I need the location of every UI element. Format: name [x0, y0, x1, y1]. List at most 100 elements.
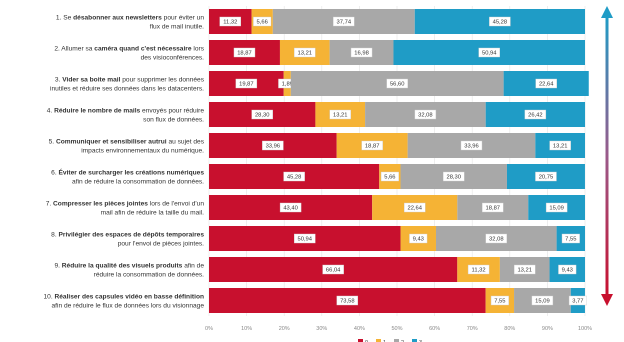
- category-label: 2. Allumer sa caméra quand c'est nécessa…: [54, 46, 204, 53]
- category-label: des visioconférences.: [141, 55, 205, 62]
- category-label: son flux de données.: [143, 117, 204, 124]
- category-label: 7. Compresser les pièces jointes lors de…: [46, 201, 205, 208]
- legend-swatch: [394, 339, 399, 342]
- data-label-box: [336, 295, 359, 306]
- category-label: pour l'envoi de pièces jointes.: [118, 241, 204, 248]
- data-label: 20,75: [539, 175, 554, 181]
- data-label-box: [549, 140, 571, 151]
- data-label: 15,09: [549, 206, 564, 212]
- data-label: 5,66: [384, 175, 395, 181]
- data-label-box: [478, 47, 500, 58]
- data-label-box: [386, 78, 408, 89]
- category-label-run: Privilégier des espaces de dépôts tempor…: [59, 232, 205, 239]
- x-tick-label: 30%: [316, 326, 327, 332]
- category-label: 9. Réduire la qualité des visuels produi…: [54, 263, 204, 270]
- data-label-box: [489, 16, 511, 27]
- data-label: 28,30: [446, 175, 461, 181]
- x-tick-label: 90%: [542, 326, 553, 332]
- data-label: 13,21: [553, 144, 568, 150]
- category-label-run: caméra quand c'est nécessaire: [94, 46, 192, 53]
- category-label-run: 1. Se: [56, 15, 73, 22]
- category-label-run: 6.: [51, 170, 58, 177]
- category-label-run: lors de l'envoi d'un: [148, 201, 204, 208]
- data-label: 9,43: [413, 237, 424, 243]
- data-label: 15,09: [535, 299, 550, 305]
- data-label-box: [535, 171, 557, 182]
- category-label-run: 4.: [47, 108, 54, 115]
- category-label-run: Réduire la qualité des visuels produits: [62, 263, 183, 270]
- data-label-box: [485, 233, 508, 244]
- data-label: 33,96: [266, 144, 281, 150]
- category-label: 10. Réaliser des capsules vidéo en basse…: [43, 294, 204, 301]
- category-label-run: désabonner aux newsletters: [73, 15, 162, 22]
- category-label-run: Communiquer et sensibiliser autrui: [56, 139, 167, 146]
- category-label-run: 9.: [54, 263, 61, 270]
- category-label-run: envoyés pour réduire: [140, 108, 204, 115]
- data-label: 7,55: [565, 237, 576, 243]
- data-label: 33,96: [464, 144, 479, 150]
- data-label: 18,87: [237, 51, 252, 57]
- data-label: 18,87: [486, 206, 501, 212]
- data-label: 50,94: [298, 237, 313, 243]
- category-label-run: Réaliser des capsules vidéo en basse déf…: [54, 294, 204, 301]
- category-label-run: mail afin de réduire la taille du mail.: [101, 210, 205, 217]
- category-label: inutiles et réduire ses données dans les…: [50, 86, 204, 93]
- data-label: 45,28: [287, 175, 302, 181]
- data-label: 66,04: [326, 268, 341, 274]
- data-label: 18,87: [365, 144, 380, 150]
- legend-label: 0: [365, 340, 368, 342]
- category-label-run: son flux de données.: [143, 117, 204, 124]
- data-label-box: [251, 109, 273, 120]
- data-label-box: [545, 202, 568, 213]
- data-label: 43,40: [283, 206, 298, 212]
- data-label-box: [380, 171, 399, 182]
- x-tick-label: 50%: [391, 326, 402, 332]
- data-label-box: [294, 233, 316, 244]
- data-label: 37,74: [337, 20, 352, 26]
- category-label-run: des visioconférences.: [141, 55, 205, 62]
- data-label-box: [467, 264, 490, 275]
- category-label-run: 5.: [49, 139, 56, 146]
- category-label: 8. Privilégier des espaces de dépôts tem…: [51, 232, 204, 239]
- category-label-run: flux de mail inutile.: [150, 24, 204, 31]
- category-label-run: 3.: [55, 77, 62, 84]
- legend-label: 1: [383, 340, 386, 342]
- data-label-box: [409, 233, 428, 244]
- x-tick-label: 70%: [467, 326, 478, 332]
- x-axis-ticks: 0% 10% 20% 30% 40% 50% 60% 70% 80% 90% 100%: [205, 326, 592, 332]
- data-label: 13,21: [517, 268, 532, 274]
- data-label-box: [531, 295, 554, 306]
- data-label: 3,77: [572, 299, 583, 305]
- data-label: 26,42: [528, 113, 543, 119]
- data-label: 56,60: [390, 82, 405, 88]
- category-label: afin de réduire le flux de données lors …: [52, 303, 205, 310]
- data-label: 13,21: [333, 113, 348, 119]
- data-label: 9,43: [562, 268, 573, 274]
- legend-swatch: [358, 339, 363, 342]
- data-label: 19,87: [239, 82, 254, 88]
- data-label-box: [558, 264, 577, 275]
- legend-label: 3: [419, 340, 422, 342]
- data-label: 1,89: [282, 82, 293, 88]
- data-label-box: [524, 109, 547, 120]
- category-label-run: impacts environnementaux du numérique.: [81, 148, 204, 155]
- data-label-box: [233, 47, 256, 58]
- data-label-box: [333, 16, 355, 27]
- x-tick-label: 80%: [504, 326, 515, 332]
- category-label-run: Réduire le nombre de mails: [54, 108, 140, 115]
- category-label-run: Compresser les pièces jointes: [53, 201, 148, 208]
- data-label: 7,55: [494, 299, 505, 305]
- data-label-box: [404, 202, 426, 213]
- x-tick-label: 0%: [205, 326, 213, 332]
- data-label-box: [279, 202, 302, 213]
- data-label-box: [253, 16, 272, 27]
- data-label-box: [350, 47, 373, 58]
- legend: 0 1 2 3: [358, 339, 422, 342]
- legend-swatch: [412, 339, 417, 342]
- data-label: 11,32: [472, 268, 486, 274]
- x-tick-label: 100%: [578, 326, 592, 332]
- category-label-run: pour supprimer les données: [120, 77, 204, 84]
- data-label-box: [329, 109, 351, 120]
- category-label: 3. Vider sa boite mail pour supprimer le…: [55, 77, 205, 84]
- data-label-box: [361, 140, 383, 151]
